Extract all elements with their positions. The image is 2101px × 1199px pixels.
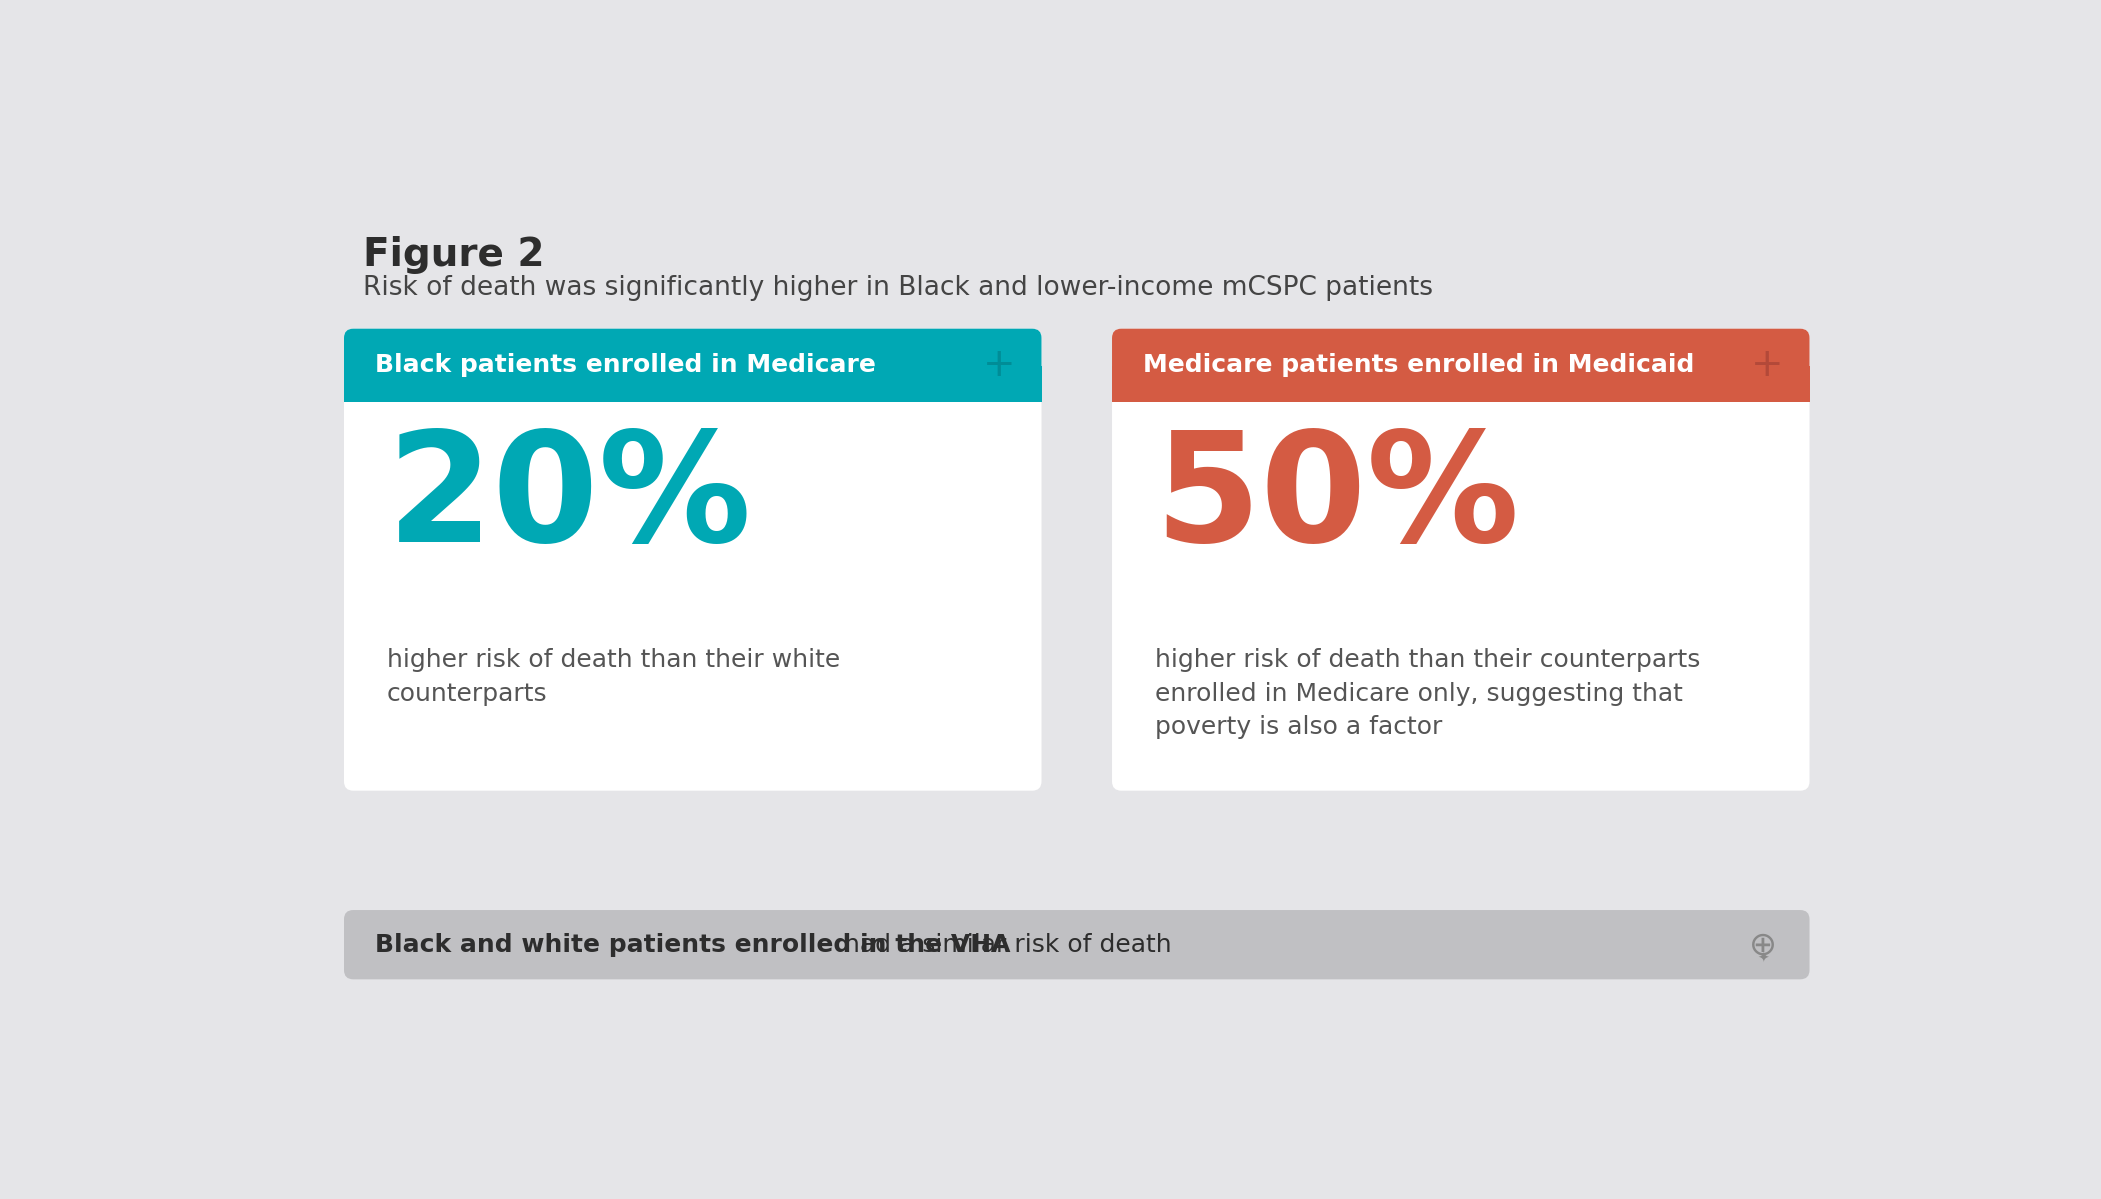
Bar — [1111, 366, 1809, 402]
Text: ✦: ✦ — [1756, 952, 1769, 965]
Text: ⊕: ⊕ — [1748, 928, 1777, 962]
Text: Black and white patients enrolled in the VHA: Black and white patients enrolled in the… — [374, 933, 1011, 957]
FancyBboxPatch shape — [345, 329, 1042, 790]
Text: 50%: 50% — [1156, 424, 1519, 574]
Text: had a similar risk of death: had a similar risk of death — [836, 933, 1172, 957]
FancyBboxPatch shape — [345, 329, 1042, 402]
FancyBboxPatch shape — [1111, 329, 1809, 402]
Text: higher risk of death than their white
counterparts: higher risk of death than their white co… — [387, 649, 840, 706]
FancyBboxPatch shape — [1111, 329, 1809, 790]
Text: Figure 2: Figure 2 — [363, 236, 544, 275]
Bar — [345, 366, 1042, 402]
Text: +: + — [983, 347, 1015, 384]
FancyBboxPatch shape — [345, 910, 1809, 980]
Text: Risk of death was significantly higher in Black and lower-income mCSPC patients: Risk of death was significantly higher i… — [363, 275, 1433, 301]
Text: Black patients enrolled in Medicare: Black patients enrolled in Medicare — [374, 354, 876, 378]
Text: higher risk of death than their counterparts
enrolled in Medicare only, suggesti: higher risk of death than their counterp… — [1156, 649, 1700, 740]
Text: +: + — [1750, 347, 1784, 384]
Text: Medicare patients enrolled in Medicaid: Medicare patients enrolled in Medicaid — [1143, 354, 1693, 378]
Text: 20%: 20% — [387, 424, 752, 574]
